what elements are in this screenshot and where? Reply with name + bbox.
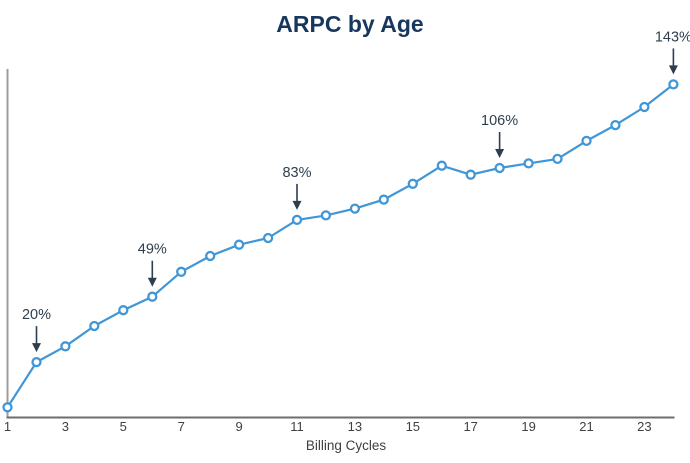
- x-tick-label: 15: [406, 419, 420, 434]
- annotation: 20%: [22, 307, 51, 353]
- data-point-marker: [407, 178, 418, 189]
- annotation-label: 106%: [481, 113, 518, 129]
- data-point-marker: [176, 266, 187, 277]
- annotations: 20% 49% 83% 106% 143%: [22, 29, 690, 353]
- x-tick-label: 23: [637, 419, 651, 434]
- x-tick-label: 5: [120, 419, 127, 434]
- axes: [6, 69, 675, 419]
- data-point-marker: [233, 239, 245, 250]
- x-tick-label: 17: [463, 419, 477, 434]
- annotation-arrowhead-icon: [668, 65, 678, 75]
- data-point-marker: [60, 341, 71, 352]
- data-point-marker: [639, 101, 650, 113]
- chart-title: ARPC by Age: [276, 11, 423, 37]
- data-point-marker: [89, 320, 100, 332]
- data-point-marker: [31, 356, 42, 368]
- annotation: 49%: [138, 242, 167, 287]
- data-point-marker: [291, 214, 303, 226]
- x-tick-label: 1: [4, 419, 11, 434]
- x-axis-title: Billing Cycles: [306, 438, 387, 453]
- x-tick-label: 3: [62, 419, 69, 434]
- annotation-arrowhead-icon: [147, 277, 157, 287]
- data-point-marker: [2, 402, 13, 413]
- x-tick-label: 11: [290, 419, 304, 434]
- data-point-marker: [552, 153, 563, 165]
- x-axis-tick-labels: 1 3 5 7 9 11 13 15 17 19 21 23: [4, 419, 652, 434]
- annotation-label: 83%: [282, 165, 311, 181]
- x-tick-label: 19: [521, 419, 535, 434]
- series-line: [6, 83, 675, 409]
- data-point-marker: [465, 169, 476, 180]
- data-point-marker: [494, 162, 505, 174]
- x-tick-label: 7: [178, 419, 185, 434]
- annotation-label: 143%: [655, 29, 690, 45]
- x-tick-label: 13: [348, 419, 362, 434]
- annotation: 106%: [481, 113, 518, 158]
- data-point-marker: [523, 158, 534, 169]
- data-point-marker: [610, 119, 621, 131]
- annotation: 83%: [282, 165, 312, 210]
- data-point-marker: [118, 305, 129, 316]
- data-point-marker: [262, 232, 274, 244]
- annotation-label: 20%: [22, 307, 51, 323]
- data-point-marker: [378, 194, 389, 205]
- data-point-marker: [668, 79, 679, 90]
- annotation-arrowhead-icon: [292, 200, 302, 210]
- data-point-marker: [581, 135, 592, 147]
- data-point-marker: [436, 160, 447, 171]
- x-tick-label: 21: [579, 419, 593, 434]
- data-point-marker: [205, 250, 216, 262]
- annotation-label: 49%: [138, 242, 167, 258]
- data-point-marker: [147, 291, 158, 302]
- data-point-marker: [320, 210, 332, 221]
- data-point-marker: [349, 203, 361, 214]
- annotation: 143%: [655, 29, 690, 75]
- x-tick-label: 9: [235, 419, 242, 434]
- series-arpc: [2, 79, 679, 413]
- annotation-arrowhead-icon: [495, 149, 505, 158]
- annotation-arrowhead-icon: [32, 343, 41, 353]
